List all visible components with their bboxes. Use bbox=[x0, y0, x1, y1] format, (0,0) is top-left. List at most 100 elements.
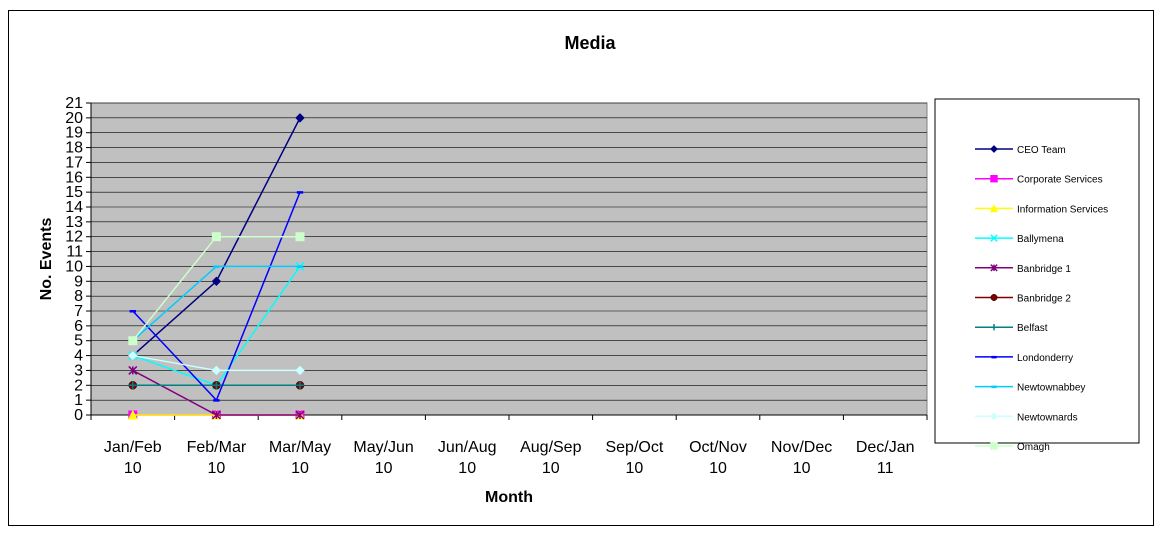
legend-label: Londonderry bbox=[1017, 353, 1073, 364]
chart-title: Media bbox=[564, 33, 616, 53]
data-point bbox=[128, 336, 138, 346]
x-tick-label: Feb/Mar bbox=[187, 439, 247, 456]
legend-label: Information Services bbox=[1017, 204, 1108, 215]
data-point bbox=[990, 264, 998, 272]
legend-label: Newtownabbey bbox=[1017, 383, 1085, 394]
chart-frame: Media 0 1 2 3 4 5 6 7 8 9 10 11 12 13 14 15 16 17 18 19 20 21… bbox=[8, 10, 1154, 526]
data-point bbox=[213, 265, 220, 268]
data-point bbox=[295, 410, 305, 420]
y-tick-label: 18 bbox=[65, 140, 83, 157]
y-tick-label: 1 bbox=[74, 392, 83, 409]
data-point bbox=[990, 412, 998, 421]
data-point bbox=[990, 234, 998, 242]
x-tick-label: Jun/Aug bbox=[438, 439, 497, 456]
legend-label: Banbridge 1 bbox=[1017, 264, 1071, 275]
y-tick-label: 9 bbox=[74, 273, 83, 290]
data-point bbox=[990, 175, 998, 183]
legend-item: Ballymena bbox=[975, 234, 1064, 245]
x-tick-label: 10 bbox=[208, 460, 226, 477]
data-point bbox=[211, 232, 221, 242]
legend-item: Belfast bbox=[975, 323, 1048, 334]
y-tick-label: 20 bbox=[65, 110, 83, 127]
x-tick-label: 10 bbox=[542, 460, 560, 477]
plot-area bbox=[90, 102, 928, 416]
legend-label: Newtownards bbox=[1017, 412, 1078, 423]
y-tick-label: 21 bbox=[65, 95, 83, 112]
data-point bbox=[296, 381, 304, 390]
data-point bbox=[127, 409, 138, 420]
series-belfast bbox=[128, 381, 304, 390]
x-tick-label: May/Jun bbox=[353, 439, 413, 456]
legend-item: Banbridge 1 bbox=[975, 264, 1071, 275]
y-tick-label: 8 bbox=[74, 288, 83, 305]
y-tick-label: 6 bbox=[74, 318, 83, 335]
series-londonderry bbox=[129, 191, 304, 402]
data-point bbox=[991, 385, 997, 389]
x-tick-label: Mar/May bbox=[269, 439, 331, 456]
legend-item: Banbridge 2 bbox=[975, 294, 1071, 305]
x-tick-label: 10 bbox=[626, 460, 644, 477]
data-point bbox=[128, 350, 138, 361]
data-point bbox=[296, 191, 304, 194]
y-tick-label: 2 bbox=[74, 377, 83, 394]
legend-item: Londonderry bbox=[975, 353, 1073, 364]
y-tick-label: 10 bbox=[65, 258, 83, 275]
legend-box bbox=[934, 98, 1140, 444]
y-tick-label: 19 bbox=[65, 125, 83, 142]
x-tick-label: 10 bbox=[291, 460, 309, 477]
line-chart: Media 0123456789101112131415161718192021… bbox=[38, 33, 1140, 506]
data-point bbox=[991, 355, 997, 359]
gridlines bbox=[86, 102, 928, 420]
x-tick-label: 10 bbox=[793, 460, 811, 477]
data-point bbox=[129, 310, 136, 313]
data-point bbox=[989, 204, 999, 213]
data-point bbox=[211, 276, 222, 286]
series-lines bbox=[127, 113, 305, 420]
y-tick-label: 0 bbox=[74, 407, 83, 424]
data-point bbox=[128, 381, 137, 390]
x-tick-labels: Jan/Feb 10 Feb/Mar 10 Mar/May 10 May/Jun 10 Jun/… bbox=[104, 439, 915, 477]
x-tick-label: 10 bbox=[458, 460, 476, 477]
x-tick-label: Jan/Feb bbox=[104, 439, 162, 456]
data-point bbox=[128, 365, 138, 375]
y-tick-label: 3 bbox=[74, 362, 83, 379]
data-point bbox=[990, 145, 998, 153]
data-point bbox=[990, 442, 998, 450]
legend-item: Newtownards bbox=[975, 412, 1078, 423]
x-tick-label: 10 bbox=[124, 460, 142, 477]
legend: CEO Team Corporate Services Information Se… bbox=[934, 98, 1140, 453]
y-tick-label: 7 bbox=[74, 303, 83, 320]
x-tick-label: Sep/Oct bbox=[605, 439, 663, 456]
data-point bbox=[212, 381, 221, 390]
legend-item: Information Services bbox=[975, 204, 1108, 215]
x-tick-label: 11 bbox=[877, 460, 894, 477]
legend-item: Newtownabbey bbox=[975, 383, 1085, 394]
series-newtownards bbox=[128, 350, 305, 376]
y-tick-label: 15 bbox=[65, 184, 83, 201]
legend-label: Corporate Services bbox=[1017, 175, 1103, 186]
series-omagh bbox=[128, 232, 305, 346]
data-point bbox=[296, 265, 304, 268]
legend-label: Banbridge 2 bbox=[1017, 294, 1071, 305]
legend-item: Corporate Services bbox=[975, 175, 1103, 186]
x-tick-label: Nov/Dec bbox=[771, 439, 832, 456]
data-point bbox=[211, 410, 221, 420]
data-point bbox=[211, 365, 222, 376]
y-tick-label: 12 bbox=[65, 229, 83, 246]
legend-label: Ballymena bbox=[1017, 234, 1064, 245]
data-point bbox=[295, 113, 305, 123]
legend-label: CEO Team bbox=[1017, 145, 1066, 156]
data-point bbox=[213, 399, 220, 402]
y-tick-label: 17 bbox=[65, 154, 83, 171]
x-tick-label: 10 bbox=[709, 460, 727, 477]
x-tick-label: Dec/Jan bbox=[856, 439, 915, 456]
data-point bbox=[295, 232, 305, 242]
x-tick-label: Oct/Nov bbox=[689, 439, 747, 456]
legend-label: Omagh bbox=[1017, 442, 1050, 453]
data-point bbox=[990, 294, 998, 301]
y-tick-label: 13 bbox=[65, 214, 83, 231]
data-point bbox=[990, 324, 998, 331]
y-tick-label: 11 bbox=[66, 244, 83, 261]
y-tick-label: 16 bbox=[65, 169, 83, 186]
